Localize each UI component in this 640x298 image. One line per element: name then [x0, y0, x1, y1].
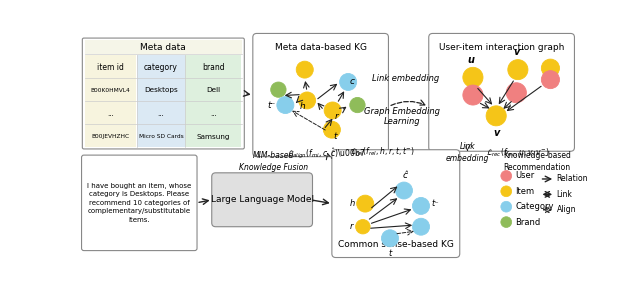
Circle shape	[298, 92, 316, 109]
Circle shape	[501, 201, 511, 212]
Circle shape	[340, 74, 356, 90]
Circle shape	[350, 97, 365, 113]
Bar	[186, 55, 241, 147]
Text: User: User	[516, 171, 535, 180]
Text: t: t	[333, 132, 337, 141]
Text: v⁻: v⁻	[514, 47, 525, 57]
Circle shape	[324, 102, 341, 119]
Text: MIM-based
Knowledge Fusion: MIM-based Knowledge Fusion	[239, 151, 308, 172]
Text: ...: ...	[211, 111, 217, 117]
Bar	[84, 55, 136, 147]
Text: Samsung: Samsung	[197, 134, 230, 140]
Text: I have bought an item, whose
category is Desktops. Please
recommend 10 categorie: I have bought an item, whose category is…	[87, 183, 191, 223]
Text: User-item interaction graph: User-item interaction graph	[439, 43, 564, 52]
Circle shape	[541, 59, 559, 77]
Text: ĉ: ĉ	[403, 171, 408, 180]
Text: u: u	[468, 55, 475, 65]
FancyBboxPatch shape	[253, 33, 388, 157]
Circle shape	[381, 230, 399, 247]
Text: t⁻: t⁻	[267, 100, 275, 110]
Text: c: c	[349, 77, 355, 86]
Text: category: category	[144, 63, 178, 72]
Text: t⁻: t⁻	[431, 199, 438, 208]
Text: v: v	[493, 128, 499, 138]
FancyBboxPatch shape	[332, 150, 460, 257]
Circle shape	[412, 198, 429, 214]
FancyBboxPatch shape	[83, 38, 244, 149]
Text: r: r	[349, 222, 353, 231]
Text: Brand: Brand	[516, 218, 541, 226]
Circle shape	[541, 71, 559, 89]
Text: ...: ...	[108, 111, 114, 117]
Text: brand: brand	[202, 63, 225, 72]
Circle shape	[277, 97, 294, 114]
Text: $\mathcal{L}_{align}(f_{mi},c,\hat{c})$\u00b7: $\mathcal{L}_{align}(f_{mi},c,\hat{c})$\…	[287, 146, 365, 161]
Text: $\mathcal{L}_{rel}(f_{rel},h,r,t,t^{-})$: $\mathcal{L}_{rel}(f_{rel},h,r,t,t^{-})$	[350, 145, 415, 158]
Text: Meta data-based KG: Meta data-based KG	[275, 43, 367, 52]
Circle shape	[501, 186, 511, 197]
Circle shape	[463, 85, 483, 105]
FancyBboxPatch shape	[81, 155, 197, 251]
Circle shape	[412, 218, 429, 235]
Text: Large Language Model: Large Language Model	[211, 195, 314, 204]
Text: Knowledge-based
Recommendation: Knowledge-based Recommendation	[503, 151, 571, 172]
Text: B00JEVHZHC: B00JEVHZHC	[92, 134, 130, 139]
Text: Desktops: Desktops	[144, 87, 178, 94]
Text: item id: item id	[97, 63, 124, 72]
Text: t: t	[388, 249, 392, 258]
Text: ...: ...	[157, 111, 164, 117]
FancyBboxPatch shape	[212, 173, 312, 227]
Circle shape	[506, 83, 527, 103]
Circle shape	[356, 195, 374, 212]
Bar	[84, 41, 242, 54]
Text: r: r	[334, 112, 338, 121]
Circle shape	[508, 60, 528, 80]
Text: Item: Item	[516, 187, 534, 196]
Text: Link: Link	[557, 190, 573, 199]
Circle shape	[296, 61, 313, 78]
Text: Link
embedding: Link embedding	[446, 142, 489, 163]
Text: Common sense-based KG: Common sense-based KG	[338, 240, 454, 249]
Text: Micro SD Cards: Micro SD Cards	[139, 134, 184, 139]
Circle shape	[463, 67, 483, 87]
Circle shape	[486, 106, 506, 126]
Circle shape	[356, 220, 370, 234]
Text: Category: Category	[516, 202, 554, 211]
Text: B00K0HMVL4: B00K0HMVL4	[91, 88, 131, 93]
Text: h: h	[300, 102, 305, 111]
Text: Graph Embedding
Learning: Graph Embedding Learning	[364, 107, 440, 126]
Text: Align: Align	[557, 205, 576, 214]
Circle shape	[501, 170, 511, 181]
Text: $\mathcal{L}_{rec}(f_{rec},u,v,v^{-})$: $\mathcal{L}_{rec}(f_{rec},u,v,v^{-})$	[486, 147, 550, 159]
Text: Link embedding: Link embedding	[372, 74, 439, 83]
Circle shape	[271, 82, 286, 97]
Circle shape	[396, 182, 412, 199]
FancyBboxPatch shape	[429, 33, 575, 151]
Circle shape	[323, 121, 340, 138]
Text: h: h	[350, 199, 355, 208]
Text: Meta data: Meta data	[140, 43, 186, 52]
Text: Relation: Relation	[557, 175, 588, 184]
Circle shape	[501, 217, 511, 227]
Bar	[136, 55, 184, 147]
Text: Dell: Dell	[207, 87, 221, 94]
